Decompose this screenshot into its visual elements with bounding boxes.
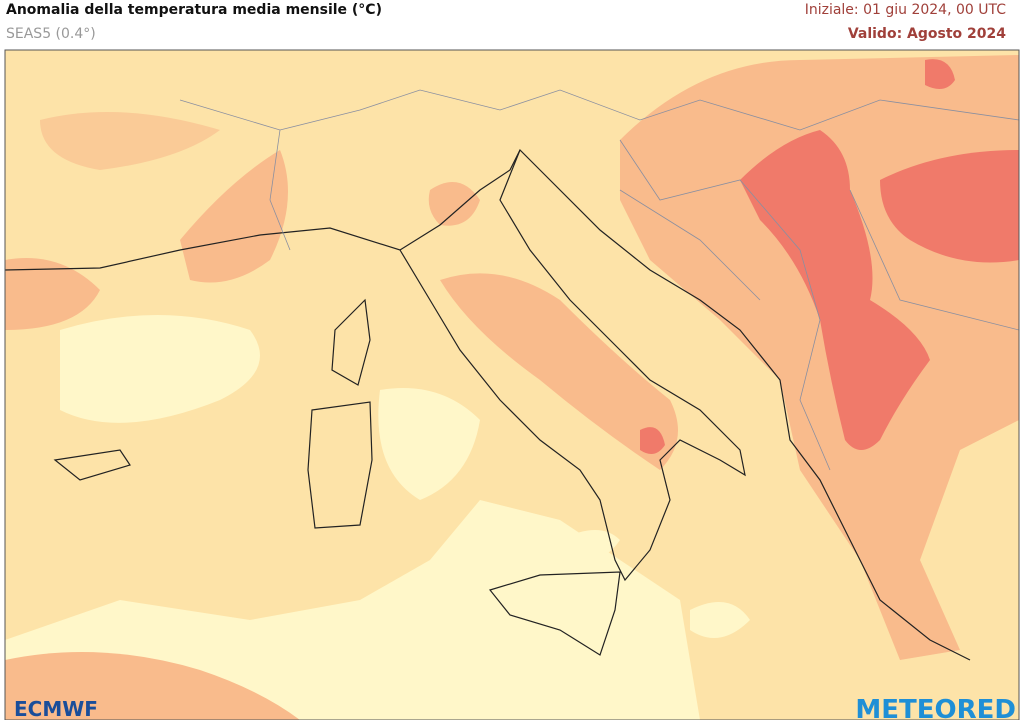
map xyxy=(5,50,1019,720)
subtitle: SEAS5 (0.4°) xyxy=(6,26,96,42)
valid-date: Valido: Agosto 2024 xyxy=(848,26,1006,42)
logo-ecmwf: ECMWF xyxy=(14,697,98,720)
initial-date: Iniziale: 01 giu 2024, 00 UTC xyxy=(805,2,1007,18)
logo-meteored: METEORED xyxy=(855,695,1016,720)
title: Anomalia della temperatura media mensile… xyxy=(6,2,382,18)
